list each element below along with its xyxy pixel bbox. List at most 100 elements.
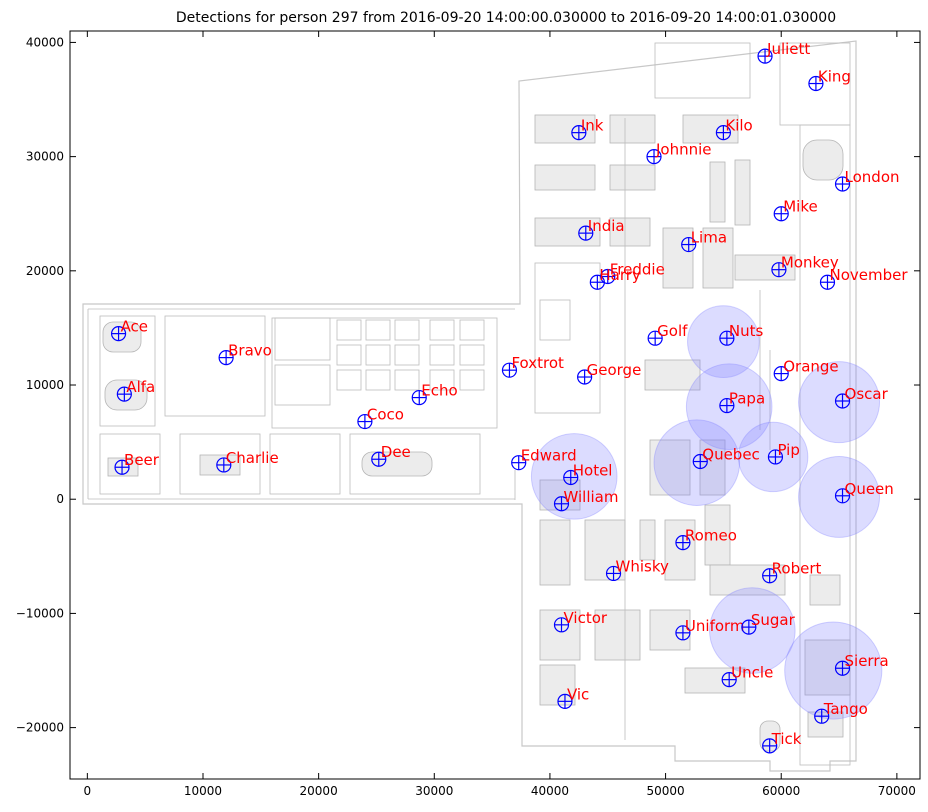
location-point-edward: Edward	[511, 447, 577, 471]
point-label: London	[845, 168, 900, 186]
location-point-lima: Lima	[681, 229, 727, 253]
point-label: Edward	[521, 447, 577, 465]
detection-circle-8	[784, 621, 883, 720]
detection-circle-1	[687, 305, 760, 378]
location-point-beer: Beer	[114, 451, 160, 475]
location-point-robert: Robert	[762, 560, 822, 584]
x-tick-label: 0	[84, 784, 92, 798]
plot-frame	[69, 30, 921, 780]
point-label: Bravo	[228, 342, 272, 360]
location-point-sierra: Sierra	[834, 652, 889, 676]
point-label: Nuts	[729, 322, 764, 340]
location-point-foxtrot: Foxtrot	[501, 354, 564, 378]
y-tick-label: 0	[56, 492, 64, 506]
point-label: Mike	[783, 198, 818, 216]
point-label: India	[588, 217, 625, 235]
y-tick-label: 30000	[26, 150, 64, 164]
x-tick-label: 60000	[762, 784, 800, 798]
point-label: Monkey	[781, 254, 839, 272]
location-point-uniform: Uniform	[675, 617, 745, 641]
location-point-november: November	[819, 266, 908, 290]
point-label: Uniform	[685, 617, 745, 635]
point-label: Victor	[563, 609, 607, 627]
location-point-ink: Ink	[571, 117, 604, 141]
y-tick-label: −10000	[16, 606, 64, 620]
y-tick-label: 20000	[26, 264, 64, 278]
location-point-vic: Vic	[557, 685, 589, 709]
location-point-romeo: Romeo	[675, 527, 737, 551]
point-label: Dee	[381, 443, 411, 461]
x-tick-label: 40000	[531, 784, 569, 798]
location-point-queen: Queen	[834, 480, 894, 504]
point-label: Alfa	[126, 378, 155, 396]
point-label: Oscar	[845, 385, 889, 403]
point-label: Papa	[729, 390, 765, 408]
location-point-hotel: Hotel	[563, 462, 613, 486]
location-point-mike: Mike	[773, 198, 818, 222]
point-label: Golf	[657, 322, 688, 340]
point-label: Tango	[823, 700, 868, 718]
y-tick-label: −20000	[16, 721, 64, 735]
point-label: Kilo	[725, 117, 752, 135]
location-point-ace: Ace	[110, 318, 148, 342]
location-point-george: George	[577, 361, 641, 385]
location-point-pip: Pip	[767, 441, 800, 465]
location-point-echo: Echo	[411, 382, 458, 406]
point-label: Whisky	[616, 557, 669, 575]
x-tick-label: 70000	[878, 784, 916, 798]
location-point-oscar: Oscar	[834, 385, 889, 409]
point-label: Queen	[845, 480, 894, 498]
point-label: Beer	[124, 451, 160, 469]
point-label: Coco	[367, 406, 404, 424]
point-label: Hotel	[573, 462, 613, 480]
point-label: Lima	[691, 229, 727, 247]
location-point-dee: Dee	[371, 443, 411, 467]
location-point-victor: Victor	[553, 609, 608, 633]
point-label: Uncle	[731, 664, 773, 682]
location-point-harry: Harry	[589, 266, 641, 290]
location-point-tango: Tango	[814, 700, 868, 724]
point-label: King	[818, 68, 851, 86]
location-point-alfa: Alfa	[116, 378, 155, 402]
point-label: Charlie	[226, 449, 279, 467]
location-point-papa: Papa	[719, 390, 765, 414]
x-tick-label: 10000	[184, 784, 222, 798]
x-tick-label: 30000	[415, 784, 453, 798]
point-label: Juliett	[766, 40, 810, 58]
point-label: Ink	[581, 117, 604, 135]
point-label: Pip	[777, 441, 799, 459]
location-point-kilo: Kilo	[715, 117, 753, 141]
point-label: Tick	[771, 730, 802, 748]
plot-area	[70, 31, 920, 779]
point-label: Ace	[121, 318, 148, 336]
detection-circle-2	[685, 363, 773, 451]
location-point-uncle: Uncle	[721, 664, 773, 688]
point-label: Robert	[772, 560, 822, 578]
location-point-india: India	[578, 217, 625, 241]
location-point-orange: Orange	[773, 358, 839, 382]
point-label: Orange	[783, 358, 838, 376]
point-label: William	[563, 488, 618, 506]
point-label: November	[829, 266, 908, 284]
location-point-golf: Golf	[647, 322, 688, 346]
point-label: Freddie	[610, 261, 665, 279]
location-point-sugar: Sugar	[741, 611, 796, 635]
point-label: Quebec	[702, 446, 760, 464]
location-point-tick: Tick	[762, 730, 802, 754]
location-markers: Ace Alfa Beer Bravo Charlie Coco Dee Echo Foxtro…	[110, 40, 908, 754]
detection-circle-0	[530, 433, 618, 520]
detection-circle-7	[709, 587, 796, 674]
y-tick-label: 10000	[26, 378, 64, 392]
point-label: Harry	[599, 266, 641, 284]
point-label: Vic	[567, 685, 589, 703]
location-point-london: London	[834, 168, 900, 192]
location-point-coco: Coco	[357, 406, 404, 430]
location-point-william: William	[553, 488, 618, 512]
detection-circle-6	[798, 455, 881, 538]
point-label: Johnnie	[655, 141, 712, 159]
detection-circles	[530, 305, 883, 720]
chart-title: Detections for person 297 from 2016-09-2…	[176, 10, 836, 26]
x-tick-label: 20000	[300, 784, 338, 798]
location-point-whisky: Whisky	[605, 557, 669, 582]
point-label: Sugar	[751, 611, 796, 629]
